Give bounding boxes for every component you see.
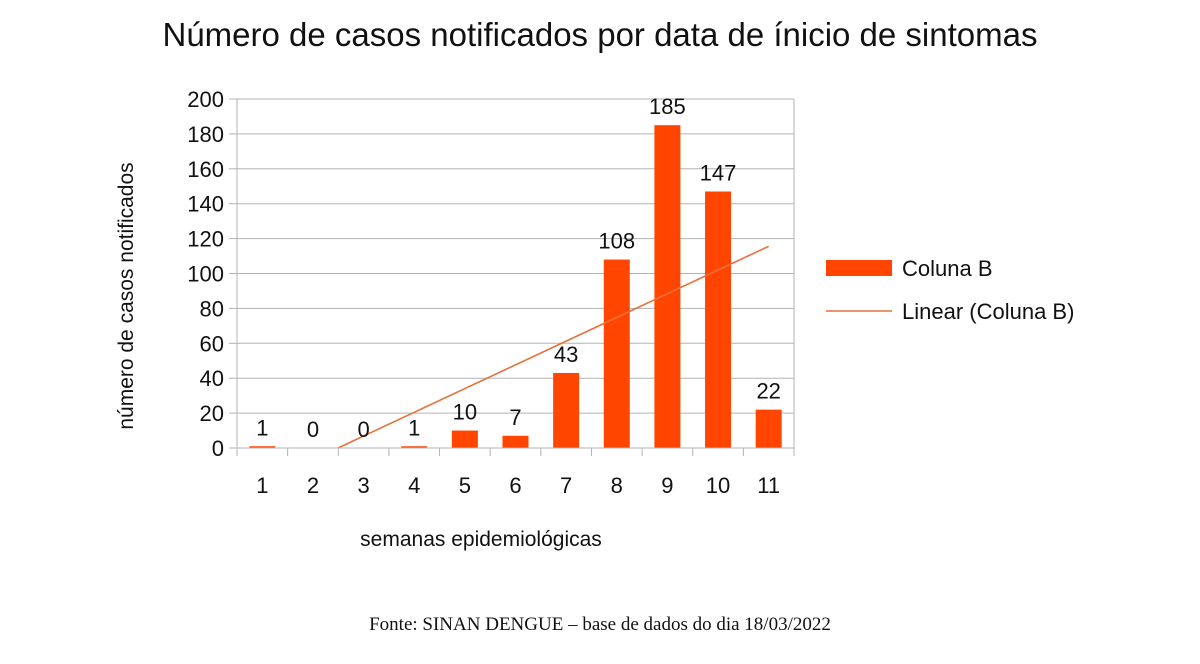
x-tick-label: 6: [509, 473, 521, 498]
data-label: 0: [357, 417, 369, 442]
x-tick-label: 4: [408, 473, 420, 498]
y-tick-label: 160: [187, 157, 224, 182]
bar: [603, 259, 630, 448]
data-label: 43: [554, 342, 578, 367]
bars: [249, 125, 782, 449]
bar: [553, 372, 580, 448]
bar: [249, 446, 276, 448]
data-label: 10: [453, 400, 477, 425]
legend: Coluna B Linear (Coluna B): [826, 256, 1074, 324]
x-tick-label: 7: [560, 473, 572, 498]
y-tick-label: 200: [187, 87, 224, 112]
y-tick-label: 40: [200, 366, 224, 391]
grid-lines: [237, 98, 794, 449]
y-tick-label: 80: [200, 296, 224, 321]
bar: [451, 430, 478, 448]
x-tick-label: 8: [611, 473, 623, 498]
data-label: 185: [649, 94, 686, 119]
trendline: [337, 245, 770, 449]
bar: [401, 446, 428, 448]
legend-swatch-bar: [826, 260, 892, 276]
y-tick-label: 60: [200, 331, 224, 356]
x-tick-label: 2: [307, 473, 319, 498]
x-tick-label: 1: [256, 473, 268, 498]
bar: [705, 191, 732, 449]
bar: [654, 125, 681, 449]
legend-label-trend: Linear (Coluna B): [902, 299, 1074, 324]
data-label: 108: [598, 229, 635, 254]
x-tick-label: 3: [357, 473, 369, 498]
trendline-layer: [337, 245, 770, 449]
y-tick-label: 120: [187, 227, 224, 252]
data-label: 7: [509, 405, 521, 430]
data-label: 0: [307, 417, 319, 442]
y-tick-label: 140: [187, 192, 224, 217]
y-tick-label: 180: [187, 122, 224, 147]
data-label: 1: [408, 415, 420, 440]
source-note: Fonte: SINAN DENGUE – base de dados do d…: [369, 614, 831, 635]
data-label: 22: [756, 379, 780, 404]
y-axis-label: número de casos notificados: [115, 162, 138, 429]
legend-label-bar: Coluna B: [902, 256, 993, 281]
data-label: 147: [700, 160, 737, 185]
x-tick-label: 11: [757, 473, 780, 498]
x-tick-label: 5: [459, 473, 471, 498]
chart-title: Número de casos notificados por data de …: [162, 16, 1038, 53]
bar: [755, 409, 782, 448]
y-tick-label: 0: [212, 436, 224, 461]
x-tick-label: 10: [706, 473, 730, 498]
y-tick-label: 20: [200, 401, 224, 426]
data-label: 1: [256, 415, 268, 440]
y-tick-label: 100: [187, 262, 224, 287]
bar: [502, 435, 529, 448]
x-axis-label: semanas epidemiológicas: [360, 528, 602, 551]
x-tick-label: 9: [661, 473, 673, 498]
